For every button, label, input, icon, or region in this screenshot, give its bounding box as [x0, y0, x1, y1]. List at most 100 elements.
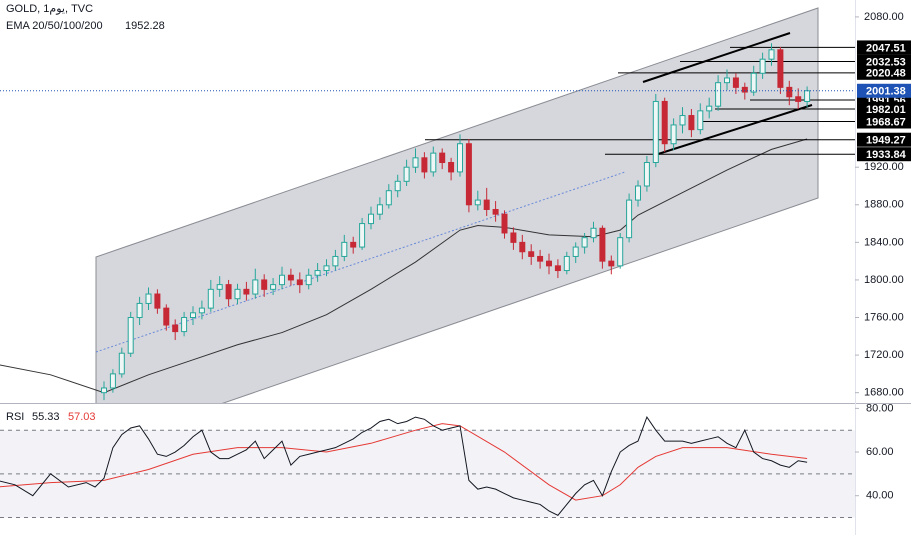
candle-body [296, 279, 303, 286]
rsi-panel [0, 416, 855, 519]
candle-body [608, 260, 615, 267]
trend-line [654, 104, 813, 156]
candle-body [270, 284, 277, 290]
candle-body [501, 213, 508, 234]
rsi-tick-label: 80.00 [866, 402, 894, 414]
candle-body [305, 274, 312, 286]
rsi-ma-value: 57.03 [68, 411, 96, 423]
candle-body [163, 307, 170, 326]
indicator-value: 1952.28 [125, 20, 165, 32]
candle-body [287, 274, 294, 281]
candle-body [154, 293, 161, 309]
trend-line [642, 32, 791, 83]
candle-body [243, 288, 250, 295]
level-label-bg [857, 147, 911, 162]
candle-body [777, 49, 784, 88]
candle-body [626, 199, 633, 239]
candle-body [207, 288, 214, 309]
candle-body [670, 124, 677, 145]
level-label-bg [857, 132, 911, 147]
candle-body [109, 373, 116, 389]
rsi-tick-label: 40.00 [866, 490, 894, 502]
candle-body [332, 255, 339, 267]
candle-body [510, 232, 517, 243]
y-tick-label: 1720.00 [864, 349, 904, 361]
rsi-value: 55.33 [32, 411, 60, 423]
candle-body [448, 162, 455, 173]
candle-body [439, 152, 446, 164]
candle-body [492, 208, 499, 215]
candle-body [216, 284, 223, 290]
current-price-bg [857, 83, 911, 98]
candle-body [759, 58, 766, 74]
candle-body [724, 77, 730, 84]
level-label-bg [857, 101, 911, 116]
level-label-bg [857, 40, 911, 55]
level-label: 2020.48 [866, 68, 906, 80]
candle-body [741, 86, 748, 93]
candle-body [341, 241, 348, 257]
candle-body [314, 270, 321, 276]
candle-body [706, 105, 713, 112]
candle-body [679, 115, 686, 126]
candle-body [457, 143, 463, 173]
chart-title: GOLD, 1يوم, TVC [6, 3, 93, 15]
level-label: 2032.53 [866, 56, 906, 68]
rsi-label: RSI [6, 411, 24, 423]
candle-body [412, 157, 419, 168]
candle-body [519, 241, 526, 253]
candle-body [617, 237, 624, 267]
candle-body [279, 274, 285, 286]
candle-body [145, 293, 152, 304]
y-tick-label: 1680.00 [864, 387, 904, 399]
candle-body [394, 180, 401, 192]
candle-body [688, 115, 695, 131]
candle-body [715, 82, 722, 107]
candle-body [528, 251, 535, 257]
candle-body [385, 190, 392, 206]
y-tick-label: 1840.00 [864, 236, 904, 248]
level-label-bg [857, 65, 911, 80]
candle-body [804, 90, 811, 102]
candle-body [590, 227, 597, 239]
level-label: 1949.27 [866, 135, 906, 147]
axis: 1680.00 1720.00 1760.00 1800.00 1840.00 1880.… [855, 11, 911, 502]
indicator-label: EMA 20/50/100/200 [6, 20, 103, 32]
candle-body [732, 77, 739, 88]
y-tick-label: 1880.00 [864, 199, 904, 211]
level-label: 1982.01 [866, 104, 906, 116]
rsi-line [0, 416, 808, 516]
candle-body [198, 307, 205, 314]
candle-body [359, 223, 366, 248]
candle-body [136, 302, 143, 319]
candle-body [554, 265, 561, 272]
candle-body [563, 255, 570, 272]
candle-body [376, 204, 383, 215]
level-label: 2047.51 [866, 42, 906, 54]
candle-body [465, 143, 472, 206]
candle-body [172, 324, 179, 333]
candle-body [127, 317, 134, 354]
candle-body [572, 246, 579, 257]
candle-body [795, 96, 802, 102]
level-label-bg [857, 114, 911, 129]
candle-body [234, 288, 241, 300]
rsi-tick-label: 60.00 [866, 446, 894, 458]
y-tick-label: 1760.00 [864, 311, 904, 323]
ema-line [0, 138, 808, 394]
candle-body [261, 279, 268, 290]
candle-body [403, 166, 410, 182]
candle-body [546, 260, 552, 267]
candle-body [786, 86, 793, 98]
candle-body [768, 49, 775, 60]
candle-body [350, 241, 357, 248]
candle-body [190, 312, 196, 319]
candle-body [252, 279, 259, 295]
candle-body [652, 100, 659, 164]
candle-body [635, 185, 641, 201]
candle-body [430, 152, 437, 173]
candle-body [118, 352, 125, 375]
candle-body [474, 199, 481, 206]
candle-body [421, 157, 428, 173]
